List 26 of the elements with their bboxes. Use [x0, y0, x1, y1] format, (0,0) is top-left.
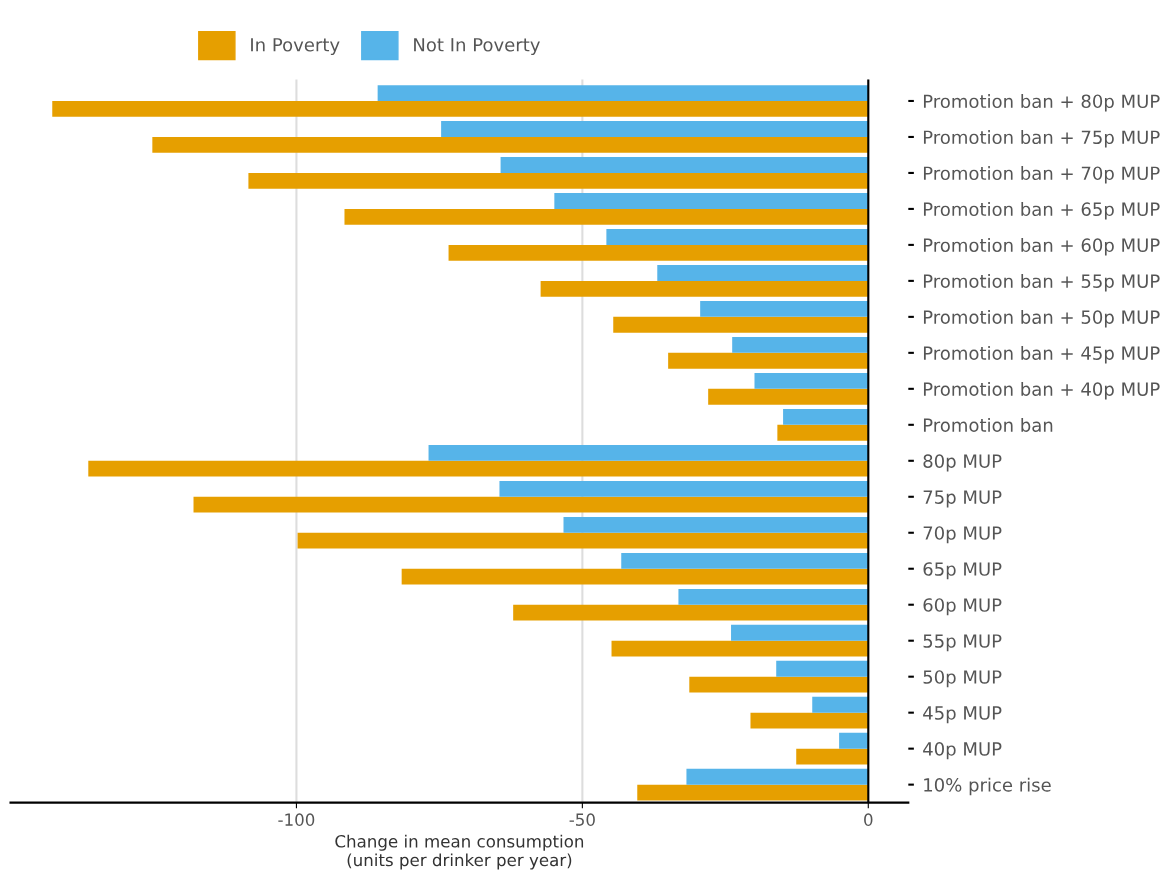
y-tick-label: 65p MUP: [923, 562, 1002, 580]
y-tick-label: 10% price rise: [924, 777, 1051, 796]
y-tick-label: Promotion ban + 65p MUP: [923, 202, 1160, 220]
y-tick-label: 75p MUP: [923, 490, 1002, 508]
y-tick-label: 45p MUP: [923, 706, 1002, 724]
y-tick-label: 40p MUP: [923, 742, 1002, 760]
y-tick-label: Promotion ban + 80p MUP: [923, 94, 1160, 112]
y-tick-label: 55p MUP: [923, 634, 1002, 652]
y-tick-label: Promotion ban + 55p MUP: [923, 274, 1160, 292]
y-tick-label: Promotion ban + 75p MUP: [923, 130, 1160, 148]
y-tick-label: 70p MUP: [923, 526, 1002, 544]
y-tick-label: Promotion ban: [923, 417, 1053, 432]
y-tick-label: 50p MUP: [923, 670, 1002, 688]
x-tick-label: -50: [569, 813, 595, 826]
y-tick-label: Promotion ban + 45p MUP: [923, 345, 1160, 364]
y-tick-label: Promotion ban + 70p MUP: [923, 166, 1160, 184]
y-tick-label: Promotion ban + 50p MUP: [923, 310, 1160, 328]
legend-label: Not In Poverty: [414, 38, 540, 56]
y-tick-label: Promotion ban + 40p MUP: [923, 381, 1160, 400]
x-axis-title: Change in mean consumption (units per drinker per year): [335, 834, 584, 870]
y-tick-label: 80p MUP: [923, 454, 1002, 472]
x-tick-label: 0: [864, 813, 873, 826]
legend-label: In Poverty: [251, 38, 340, 56]
y-tick-label: 60p MUP: [923, 598, 1002, 616]
x-tick-label: -100: [278, 813, 315, 826]
y-tick-label: Promotion ban + 60p MUP: [923, 238, 1160, 256]
